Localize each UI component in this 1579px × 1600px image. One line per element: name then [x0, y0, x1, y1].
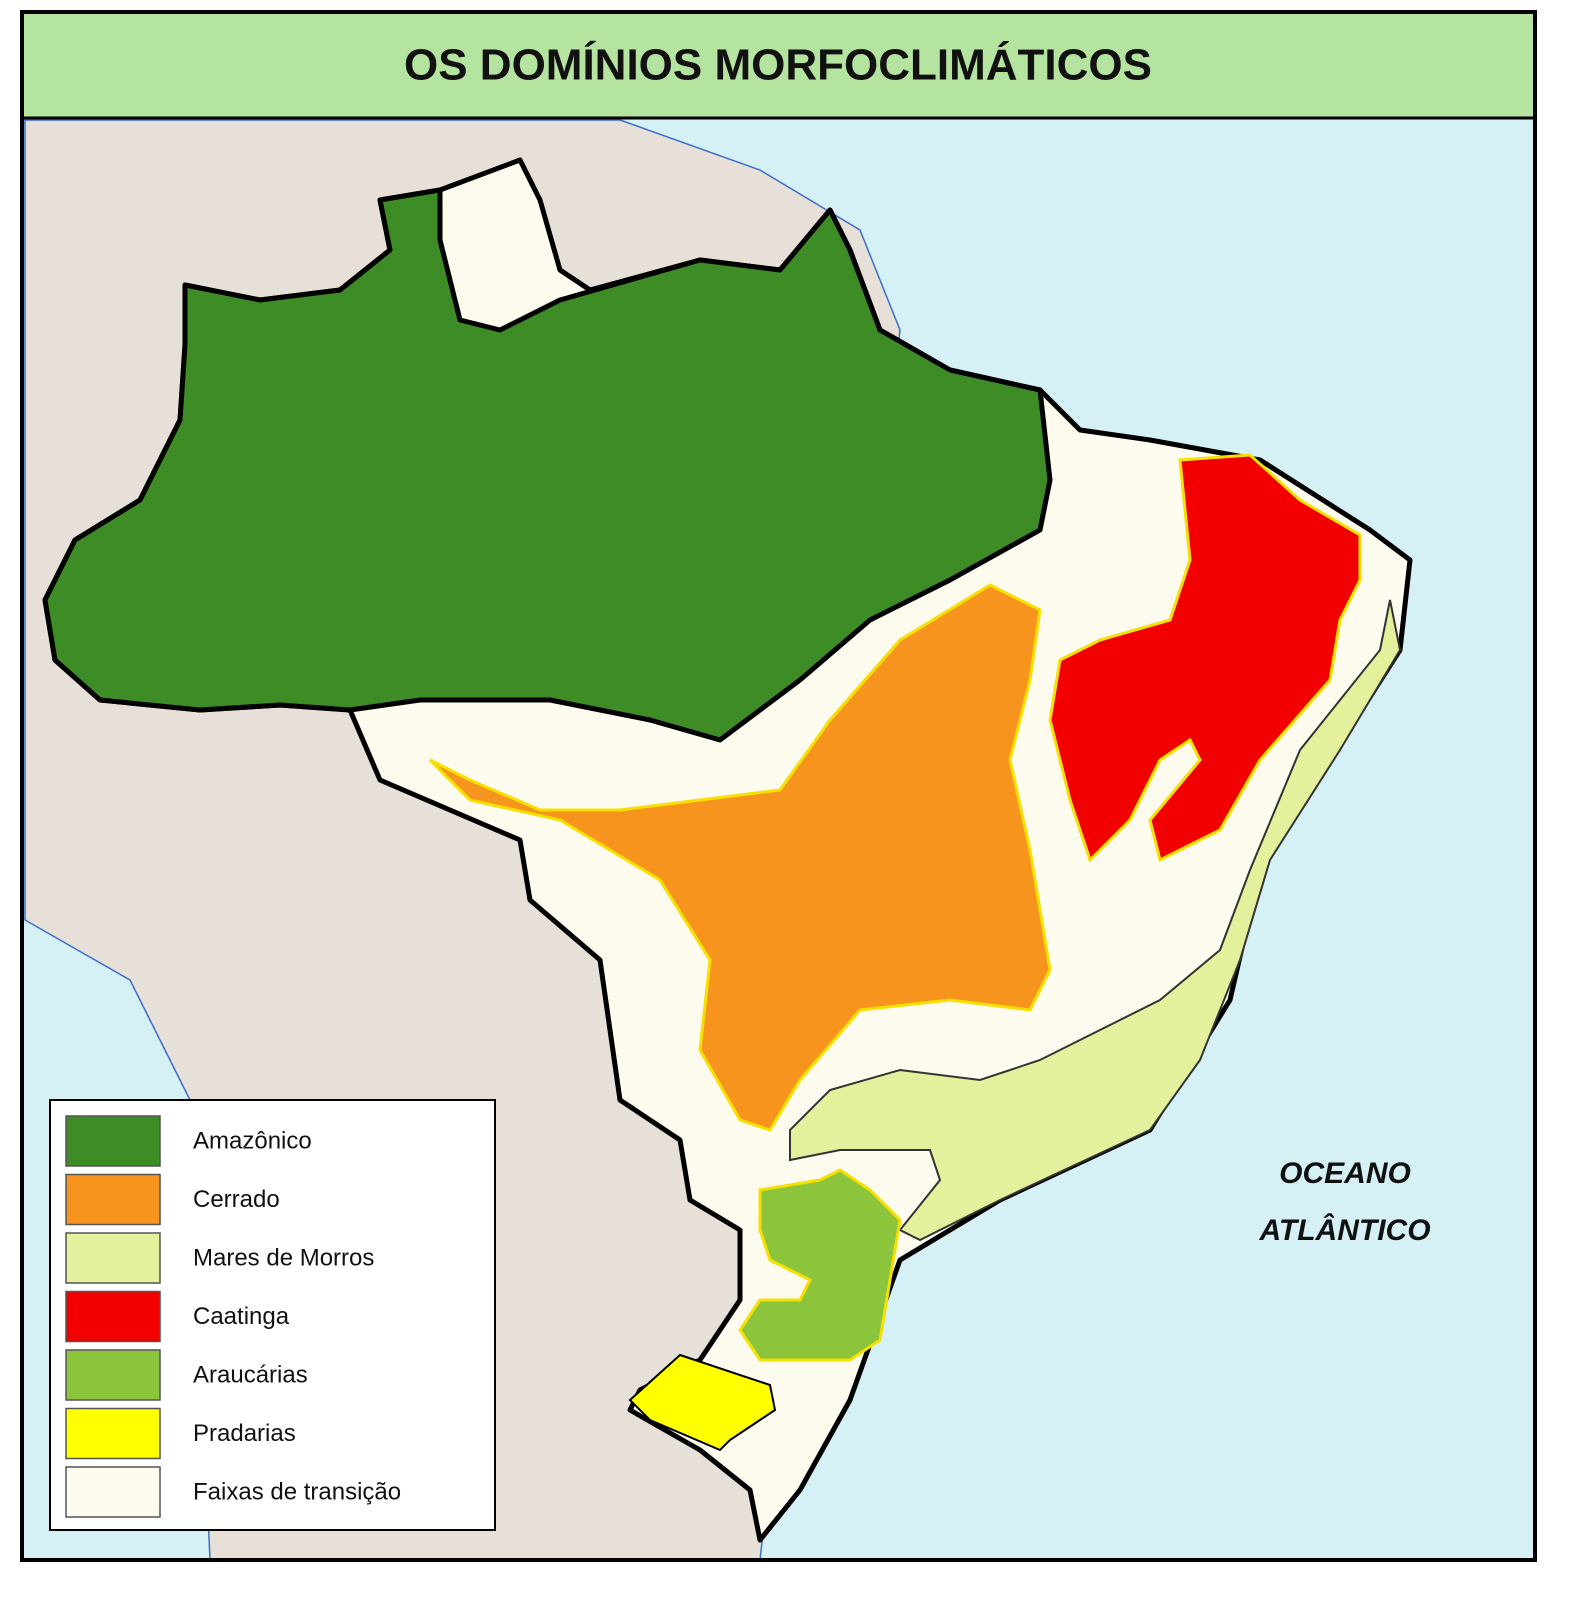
legend-label: Pradarias: [193, 1420, 296, 1447]
legend-swatch: [65, 1349, 161, 1401]
legend-label: Mares de Morros: [193, 1244, 374, 1271]
legend-label: Caatinga: [193, 1303, 290, 1330]
ocean-label: OCEANO: [1279, 1157, 1411, 1190]
legend-label: Cerrado: [193, 1186, 280, 1213]
legend-swatch: [65, 1466, 161, 1518]
legend-swatch: [65, 1407, 161, 1460]
frame: [20, 10, 1537, 1562]
region-amazonico: [42, 187, 1053, 743]
region-araucarias: [738, 1168, 902, 1362]
region-cerrado: [428, 583, 1052, 1132]
legend-label: Amazônico: [193, 1127, 312, 1154]
legend-label: Faixas de transição: [193, 1478, 401, 1505]
region-caatinga: [1048, 453, 1362, 863]
legend-swatch: [65, 1115, 161, 1167]
legend-swatch: [65, 1173, 161, 1226]
legend-label: Araucárias: [193, 1361, 308, 1388]
legend-swatch: [65, 1232, 161, 1284]
region-mares-de-morros: [789, 599, 1402, 1242]
title-bar: [20, 10, 1537, 120]
region-pradarias: [628, 1353, 777, 1452]
legend-swatch: [65, 1290, 161, 1343]
map-title: OS DOMÍNIOS MORFOCLIMÁTICOS: [404, 40, 1152, 90]
ocean-label: ATLÂNTICO: [1258, 1213, 1430, 1247]
